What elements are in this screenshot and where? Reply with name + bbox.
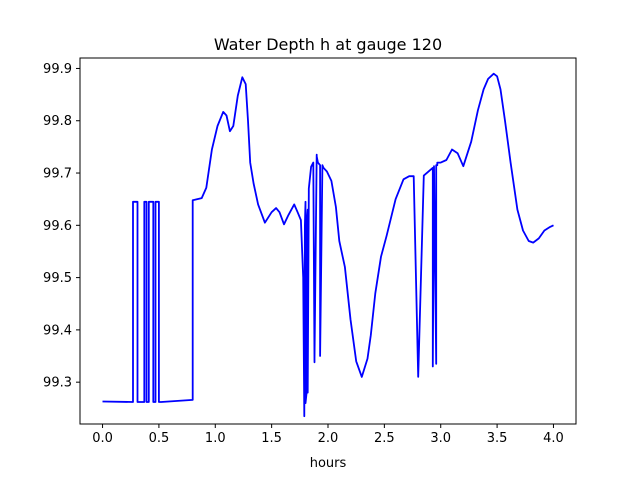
x-tick-label: 2.0 — [318, 431, 339, 446]
plot-area — [79, 57, 577, 425]
y-tick-label: 99.7 — [43, 167, 72, 182]
x-tick-label: 1.0 — [205, 431, 226, 446]
chart-title: Water Depth h at gauge 120 — [214, 35, 442, 54]
x-axis-ticks: 0.0 0.5 1.0 1.5 2.0 2.5 3.0 3.5 4.0 — [92, 424, 564, 446]
x-tick-label: 2.5 — [374, 431, 395, 446]
y-tick-label: 99.8 — [43, 114, 72, 129]
x-axis-label: hours — [310, 456, 347, 471]
x-tick-label: 4.0 — [543, 431, 564, 446]
y-tick-label: 99.5 — [43, 271, 72, 286]
x-tick-label: 3.0 — [430, 431, 451, 446]
x-tick-label: 0.5 — [149, 431, 170, 446]
y-tick-label: 99.6 — [43, 219, 72, 234]
series-line-0 — [102, 72, 554, 418]
y-axis-ticks: 99.3 99.4 99.5 99.6 99.7 99.8 99.9 — [43, 62, 80, 391]
x-tick-label: 1.5 — [261, 431, 282, 446]
x-tick-label: 3.5 — [487, 431, 508, 446]
y-tick-label: 99.4 — [43, 323, 72, 338]
x-tick-label: 0.0 — [92, 431, 113, 446]
y-tick-label: 99.3 — [43, 376, 72, 391]
axes-frame — [79, 57, 577, 425]
y-tick-label: 99.9 — [43, 62, 72, 77]
